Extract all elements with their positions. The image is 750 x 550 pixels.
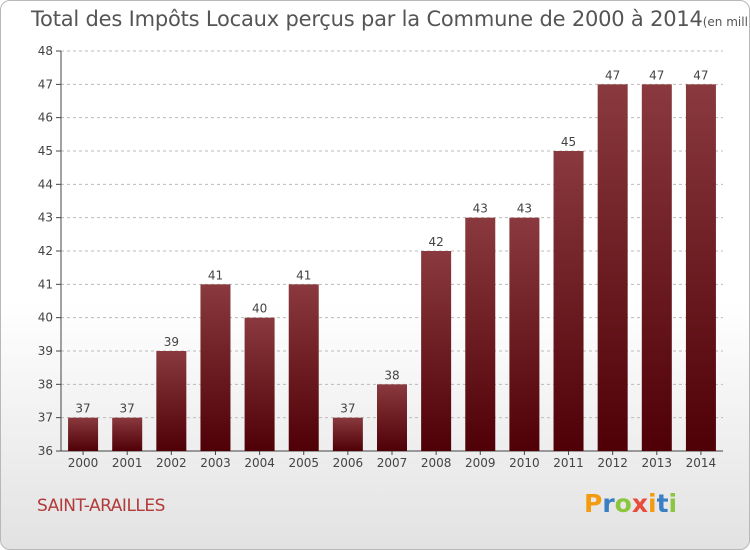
bar-2007 — [377, 384, 407, 451]
x-tick-label: 2003 — [200, 456, 231, 470]
y-tick-label: 45 — [38, 144, 53, 158]
bar-value-label: 41 — [208, 268, 223, 282]
y-tick-label: 37 — [38, 411, 53, 425]
y-tick-label: 42 — [38, 244, 53, 258]
y-tick-label: 44 — [38, 177, 53, 191]
bar-value-label: 47 — [605, 68, 620, 82]
bar-2008 — [421, 251, 452, 451]
bar-2010 — [509, 217, 540, 451]
bar-value-label: 40 — [252, 302, 267, 316]
commune-name: SAINT-ARAILLES — [37, 496, 165, 516]
bar-2001 — [112, 417, 143, 451]
bar-2006 — [332, 417, 363, 451]
bar-2005 — [288, 284, 319, 451]
y-tick-label: 39 — [38, 344, 53, 358]
x-tick-label: 2004 — [244, 456, 275, 470]
bar-value-label: 47 — [649, 68, 664, 82]
logo-letter: x — [631, 489, 648, 518]
y-tick-label: 47 — [38, 77, 53, 91]
x-tick-label: 2001 — [112, 456, 143, 470]
bar-value-label: 42 — [428, 235, 443, 249]
bar-value-label: 37 — [120, 402, 135, 416]
y-tick-label: 40 — [38, 311, 53, 325]
bar-value-label: 38 — [384, 368, 399, 382]
x-tick-label: 2008 — [421, 456, 452, 470]
y-tick-label: 46 — [38, 111, 53, 125]
logo-letter: r — [602, 489, 615, 518]
bar-value-label: 47 — [693, 68, 708, 82]
bar-2014 — [685, 84, 716, 451]
unit-note: (en milliers d'€) — [702, 15, 749, 29]
x-tick-label: 2002 — [156, 456, 187, 470]
bar-2002 — [156, 351, 187, 451]
bar-value-label: 45 — [561, 135, 576, 149]
bar-2004 — [244, 317, 275, 451]
x-tick-label: 2011 — [553, 456, 584, 470]
y-tick-label: 38 — [38, 377, 53, 391]
x-tick-label: 2009 — [465, 456, 496, 470]
x-tick-label: 2006 — [333, 456, 364, 470]
x-tick-label: 2000 — [68, 456, 99, 470]
x-tick-label: 2014 — [686, 456, 717, 470]
bar-2009 — [465, 217, 496, 451]
title-line: Total des Impôts Locaux perçus par la Co… — [31, 7, 749, 31]
logo-letter: i — [668, 489, 678, 518]
y-tick-label: 43 — [38, 211, 53, 225]
bar-value-label: 39 — [164, 335, 179, 349]
chart-title: Total des Impôts Locaux perçus par la Co… — [31, 7, 703, 31]
bar-value-label: 41 — [296, 268, 311, 282]
bar-2011 — [553, 151, 584, 451]
y-tick-label: 48 — [38, 44, 53, 58]
bar-2012 — [597, 84, 628, 451]
bar-2013 — [641, 84, 672, 451]
x-tick-label: 2010 — [509, 456, 540, 470]
bar-value-label: 37 — [340, 402, 355, 416]
logo-letter: i — [648, 489, 657, 518]
proxiti-logo: Proxiti — [584, 489, 677, 518]
bar-value-label: 43 — [517, 202, 532, 216]
x-tick-label: 2012 — [597, 456, 628, 470]
logo-letter: P — [584, 489, 603, 518]
logo-letter: o — [614, 489, 632, 518]
x-tick-label: 2007 — [377, 456, 408, 470]
bar-value-label: 43 — [473, 202, 488, 216]
bar-value-label: 37 — [75, 402, 90, 416]
bar-2000 — [68, 417, 99, 451]
y-tick-label: 41 — [38, 277, 53, 291]
bar-2003 — [200, 284, 231, 451]
logo-letter: t — [656, 489, 669, 518]
x-tick-label: 2013 — [642, 456, 673, 470]
y-tick-label: 36 — [38, 444, 53, 458]
x-tick-label: 2005 — [288, 456, 319, 470]
